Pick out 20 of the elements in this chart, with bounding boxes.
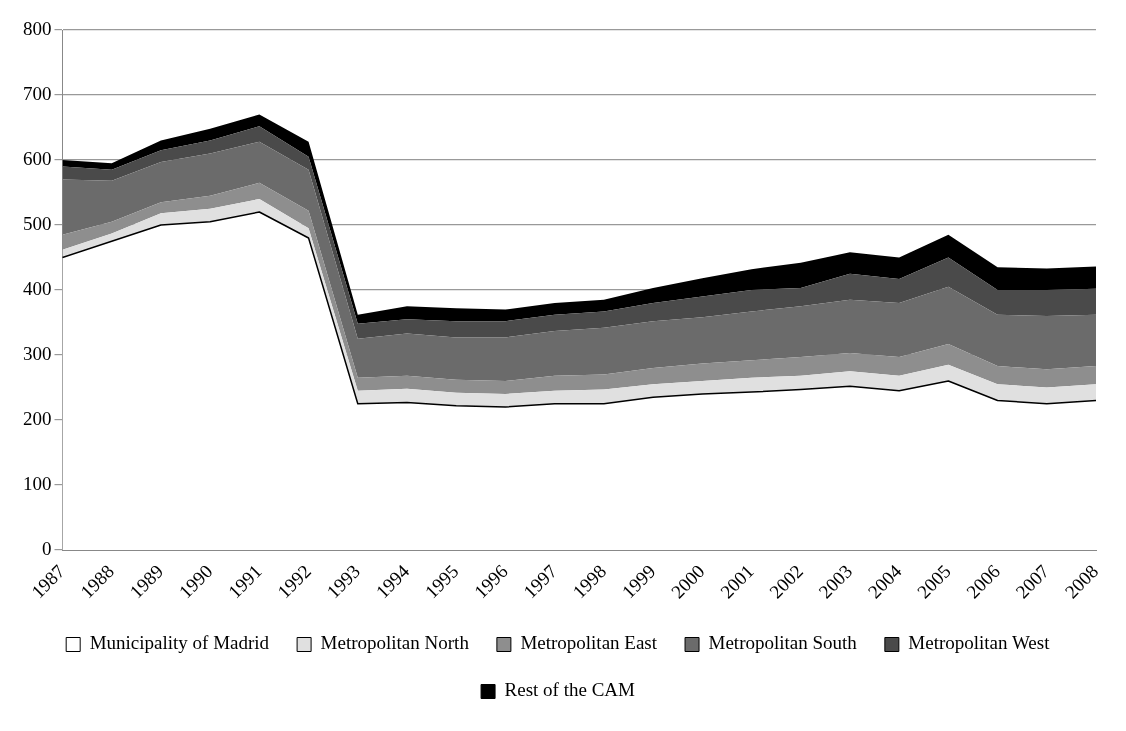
legend-label: Rest of the CAM — [504, 679, 636, 701]
y-tick-label: 400 — [23, 277, 52, 299]
x-tick-label: 1999 — [617, 560, 660, 603]
legend-label: Metropolitan West — [908, 632, 1051, 654]
y-tick-label: 800 — [23, 17, 52, 39]
y-tick-label: 700 — [23, 82, 52, 104]
x-tick-label: 1990 — [174, 560, 217, 603]
legend-label: Metropolitan North — [320, 632, 470, 654]
legend-label: Municipality of Madrid — [89, 632, 270, 654]
legend-label: Metropolitan East — [520, 632, 658, 654]
y-tick-label: 500 — [23, 212, 52, 234]
legend-label: Metropolitan South — [708, 632, 858, 654]
x-tick-label: 1989 — [125, 560, 168, 603]
y-tick-label: 0 — [42, 537, 52, 559]
x-tick-label: 1991 — [223, 560, 266, 603]
y-tick-label: 300 — [23, 342, 52, 364]
y-tick-label: 200 — [23, 407, 52, 429]
x-tick-label: 1992 — [273, 560, 315, 603]
y-tick-label: 600 — [23, 147, 52, 169]
y-tick-label: 100 — [23, 472, 52, 494]
